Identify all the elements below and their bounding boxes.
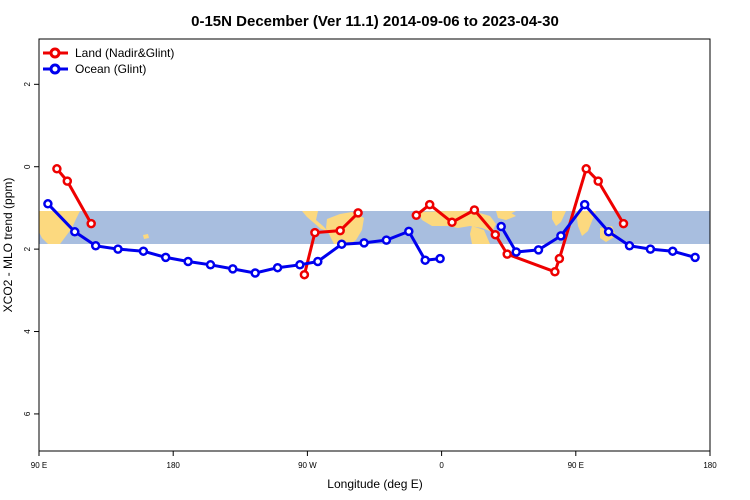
data-point-land [581, 164, 591, 174]
data-point-ocean [250, 268, 260, 278]
land-caribbean [345, 213, 352, 216]
land-west-africa [418, 211, 496, 232]
series-line-land [302, 211, 360, 276]
ocean-band [39, 211, 710, 244]
data-point-land [469, 205, 480, 215]
data-point-ocean [603, 227, 614, 237]
data-point-land [353, 208, 363, 218]
y-tick-label: 2 [23, 82, 32, 87]
series-line-ocean [499, 203, 696, 259]
y-tick-label: 6 [23, 411, 32, 416]
data-point-land [554, 253, 565, 264]
data-point-ocean [295, 260, 305, 270]
legend-label-ocean: Ocean (Glint) [75, 62, 146, 76]
land-pacific-islands [143, 234, 149, 239]
land-india [552, 211, 566, 226]
data-point-land [335, 225, 345, 236]
data-point-ocean [404, 226, 414, 237]
y-axis: 2 0 2 4 6 [23, 82, 39, 416]
data-point-ocean [70, 227, 80, 237]
x-tick-label: 180 [167, 461, 181, 470]
data-point-land [490, 229, 501, 240]
data-point-ocean [496, 221, 506, 232]
data-point-ocean [435, 253, 445, 264]
data-point-land [62, 176, 73, 186]
legend-marker-land [49, 47, 61, 59]
data-point-ocean [690, 252, 700, 263]
legend-marker-ocean [49, 63, 61, 75]
data-point-land [310, 227, 320, 238]
data-point-ocean [160, 252, 171, 263]
data-point-ocean [183, 256, 193, 267]
data-point-ocean [667, 246, 678, 256]
data-point-ocean [90, 241, 101, 251]
data-point-ocean [205, 260, 216, 270]
data-point-land [550, 267, 560, 277]
x-axis: 90 E 180 90 W 0 90 E 180 [31, 451, 717, 470]
data-point-ocean [556, 231, 566, 241]
data-point-ocean [228, 264, 238, 274]
plot-frame [38, 38, 711, 452]
x-tick-label: 180 [703, 461, 717, 470]
data-point-ocean [113, 244, 123, 254]
data-point-ocean [420, 255, 430, 265]
data-point-land [52, 164, 62, 174]
land-arabia [498, 211, 516, 214]
data-point-ocean [645, 244, 656, 254]
series-layer [43, 164, 700, 280]
legend: Land (Nadir&Glint) Ocean (Glint) [43, 46, 174, 76]
land-central-america [302, 211, 328, 231]
y-tick-label: 0 [23, 164, 32, 169]
y-axis-label: XCO2 - MLO trend (ppm) [1, 178, 15, 313]
data-point-ocean [272, 262, 283, 273]
legend-label-land: Land (Nadir&Glint) [75, 46, 174, 60]
land-indochina [576, 211, 596, 236]
data-point-ocean [381, 235, 392, 245]
chart-title: 0-15N December (Ver 11.1) 2014-09-06 to … [191, 13, 559, 30]
land-central-africa [470, 226, 490, 244]
data-point-land [299, 269, 310, 280]
data-point-ocean [313, 256, 323, 267]
x-axis-label: Longitude (deg E) [327, 477, 422, 491]
y-tick-label: 2 [23, 246, 32, 251]
data-point-land [618, 218, 629, 229]
data-point-land [447, 217, 457, 228]
y-tick-label: 4 [23, 329, 32, 334]
data-point-land [86, 218, 96, 229]
x-tick-label: 0 [439, 461, 444, 470]
land-south-america [326, 212, 364, 244]
data-point-ocean [138, 246, 149, 256]
x-tick-label: 90 W [298, 461, 317, 470]
data-point-ocean [43, 199, 53, 209]
data-point-ocean [359, 238, 369, 248]
data-point-ocean [533, 245, 544, 255]
land-southeast-asia [39, 211, 80, 244]
data-point-ocean [579, 199, 590, 210]
data-point-ocean [511, 247, 521, 257]
data-point-land [424, 199, 435, 210]
data-point-land [502, 249, 512, 259]
x-tick-label: 90 E [31, 461, 47, 470]
data-point-ocean [624, 241, 635, 251]
data-point-ocean [336, 239, 347, 249]
data-point-land [411, 210, 422, 221]
x-tick-label: 90 E [568, 461, 584, 470]
data-point-land [593, 176, 603, 186]
